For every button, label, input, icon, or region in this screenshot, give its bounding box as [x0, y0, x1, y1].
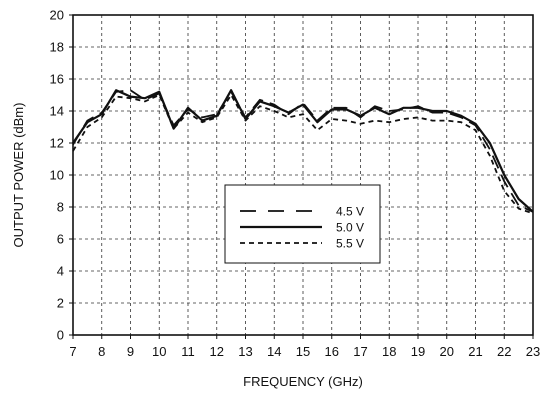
x-tick-label: 22: [497, 344, 511, 359]
x-tick-label: 13: [238, 344, 252, 359]
legend-box: [224, 184, 381, 264]
y-tick-label: 12: [50, 136, 64, 151]
x-tick-label: 7: [69, 344, 76, 359]
legend-label: 5.0 V: [336, 221, 364, 235]
x-tick-label: 14: [267, 344, 281, 359]
x-tick-label: 9: [127, 344, 134, 359]
y-tick-label: 6: [57, 232, 64, 247]
y-tick-label: 0: [57, 328, 64, 343]
x-tick-label: 19: [411, 344, 425, 359]
series-line-3: [72, 94, 534, 215]
y-tick-label: 8: [57, 200, 64, 215]
x-tick-label: 11: [181, 344, 195, 359]
ticks: 7 8 9 10 11 12 13 14 15 16 17 18 19 20 21 22 23 0 2 4 6 8 10 12…: [50, 8, 541, 360]
y-tick-label: 20: [50, 8, 64, 23]
x-tick-label: 21: [468, 344, 482, 359]
legend-label: 4.5 V: [336, 205, 364, 219]
y-tick-label: 2: [57, 296, 64, 311]
y-tick-label: 16: [50, 72, 64, 87]
grid: [73, 15, 533, 335]
y-tick-label: 4: [57, 264, 64, 279]
series-line-1: [72, 89, 534, 213]
series-line-2: [72, 89, 534, 213]
x-axis-title: FREQUENCY (GHz): [243, 374, 363, 389]
y-tick-label: 18: [50, 40, 64, 55]
x-tick-label: 18: [382, 344, 396, 359]
y-tick-label: 10: [50, 168, 64, 183]
x-tick-label: 10: [152, 344, 166, 359]
x-tick-label: 16: [325, 344, 339, 359]
x-tick-label: 15: [296, 344, 310, 359]
series-layer: [72, 89, 534, 215]
x-tick-label: 23: [526, 344, 540, 359]
legend-label: 5.5 V: [336, 237, 364, 251]
x-tick-label: 20: [440, 344, 454, 359]
y-tick-label: 14: [50, 104, 64, 119]
x-tick-label: 12: [210, 344, 224, 359]
x-tick-label: 8: [98, 344, 105, 359]
x-tick-label: 17: [353, 344, 367, 359]
legend: 4.5 V 5.0 V 5.5 V: [224, 184, 381, 264]
y-axis-title: OUTPUT POWER (dBm): [11, 103, 26, 248]
